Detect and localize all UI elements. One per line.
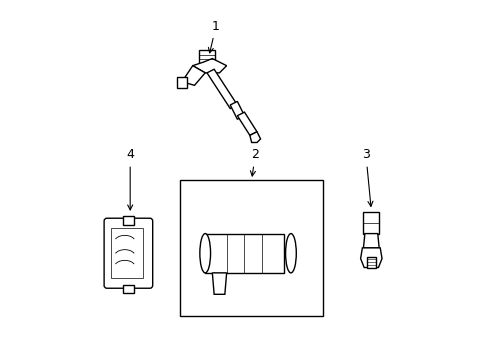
Polygon shape (363, 234, 378, 248)
Polygon shape (237, 112, 257, 135)
Text: 3: 3 (361, 148, 372, 206)
Polygon shape (249, 132, 260, 143)
Ellipse shape (285, 234, 296, 273)
Bar (123, 216, 134, 225)
Polygon shape (360, 248, 381, 267)
Polygon shape (230, 102, 244, 119)
Ellipse shape (200, 234, 210, 273)
Bar (366, 257, 375, 267)
Bar (363, 212, 378, 234)
Polygon shape (206, 69, 237, 109)
Polygon shape (192, 59, 226, 73)
FancyBboxPatch shape (199, 50, 215, 64)
Bar (123, 285, 134, 293)
FancyBboxPatch shape (104, 218, 152, 288)
FancyBboxPatch shape (176, 77, 187, 88)
Bar (180, 180, 323, 316)
FancyBboxPatch shape (110, 228, 142, 278)
Text: 1: 1 (208, 20, 220, 53)
Text: 2: 2 (250, 148, 259, 176)
Text: 4: 4 (126, 148, 134, 210)
Bar (205, 234, 283, 273)
Polygon shape (182, 66, 205, 85)
Polygon shape (212, 273, 226, 294)
